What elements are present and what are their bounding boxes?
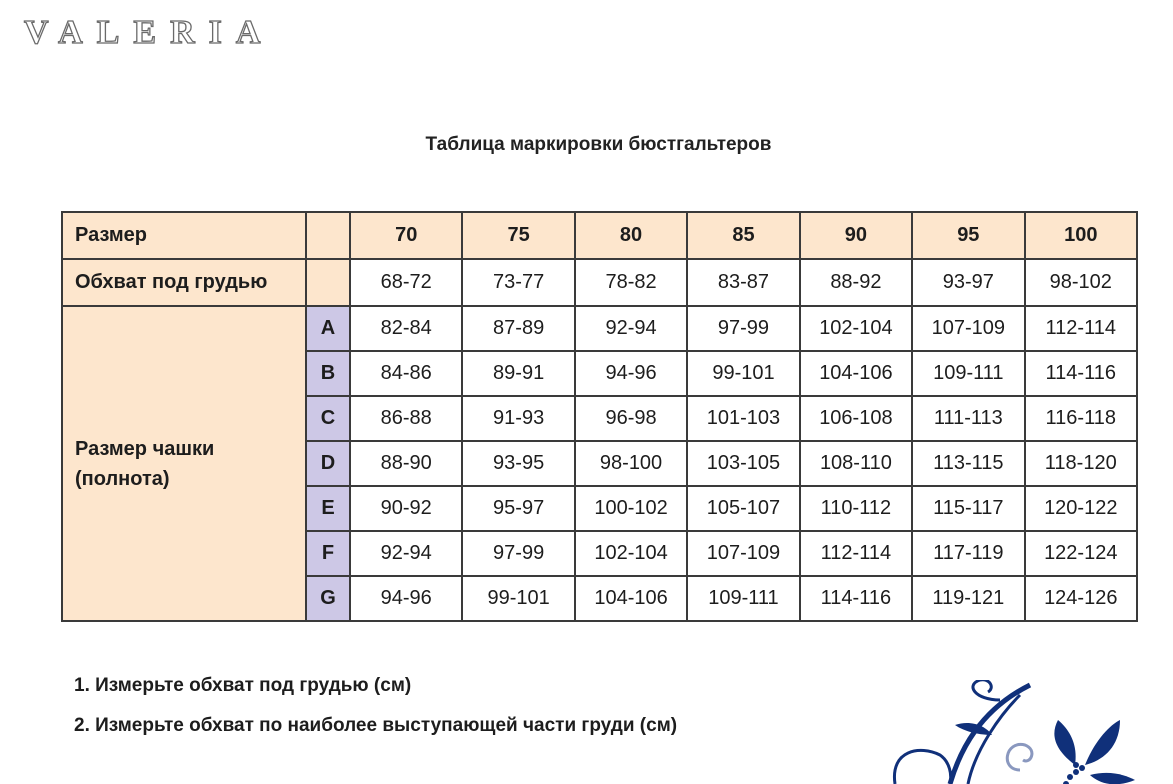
bust-range-cell: 119-121 <box>911 575 1026 622</box>
underbust-cell: 73-77 <box>461 258 576 307</box>
bust-range-cell: 101-103 <box>686 395 801 442</box>
bust-range-cell: 89-91 <box>461 350 576 397</box>
page-title: Таблица маркировки бюстгальтеров <box>425 134 772 155</box>
bust-range-cell: 124-126 <box>1023 575 1139 622</box>
bust-range-cell: 110-112 <box>798 485 914 532</box>
cup-size-label: Размер чашки (полнота) <box>61 305 307 622</box>
bust-range-cell: 99-101 <box>686 350 801 397</box>
bust-range-cell: 87-89 <box>461 305 576 352</box>
bust-range-cell: 104-106 <box>573 575 689 622</box>
cup-letter: C <box>305 395 351 442</box>
underbust-cell: 93-97 <box>911 258 1026 307</box>
step-2: 2. Измерьте обхват по наиболее выступающ… <box>74 715 678 736</box>
size-header: 85 <box>686 211 801 260</box>
bust-range-cell: 117-119 <box>911 530 1026 577</box>
floral-ornament-icon <box>893 680 1135 784</box>
underbust-cell: 88-92 <box>798 258 914 307</box>
table-row: E 90-92 95-97 100-102 105-107 110-112 115-117 1… <box>62 485 1139 532</box>
bust-range-cell: 111-113 <box>911 395 1026 442</box>
bust-range-cell: 116-118 <box>1023 395 1139 442</box>
bust-range-cell: 93-95 <box>461 440 576 487</box>
bust-range-cell: 95-97 <box>461 485 576 532</box>
cup-letter: F <box>305 530 351 577</box>
bust-range-cell: 107-109 <box>911 305 1026 352</box>
bust-range-cell: 109-111 <box>911 350 1026 397</box>
bust-range-cell: 82-84 <box>348 305 464 352</box>
size-header: 75 <box>461 211 576 260</box>
bust-range-cell: 115-117 <box>911 485 1026 532</box>
cup-letter: B <box>305 350 351 397</box>
size-table: Размер 70 75 80 85 90 95 100 Обхват под грудью 68… <box>61 211 1139 622</box>
bust-range-cell: 96-98 <box>573 395 689 442</box>
bust-range-cell: 120-122 <box>1023 485 1139 532</box>
bust-range-cell: 103-105 <box>686 440 801 487</box>
cup-letter: E <box>305 485 351 532</box>
underbust-label: Обхват под грудью <box>61 258 307 307</box>
bust-range-cell: 112-114 <box>798 530 914 577</box>
bust-range-cell: 94-96 <box>348 575 464 622</box>
bust-range-cell: 112-114 <box>1023 305 1139 352</box>
bust-range-cell: 98-100 <box>573 440 689 487</box>
bust-range-cell: 113-115 <box>911 440 1026 487</box>
underbust-cell: 98-102 <box>1023 258 1139 307</box>
bust-range-cell: 88-90 <box>348 440 464 487</box>
bust-range-cell: 92-94 <box>348 530 464 577</box>
size-header: 95 <box>911 211 1026 260</box>
instructions: 1. Измерьте обхват под грудью (см) 2. Из… <box>74 666 677 746</box>
bust-range-cell: 108-110 <box>798 440 914 487</box>
underbust-row: Обхват под грудью 68-72 73-77 78-82 83-87 88-… <box>61 258 1139 307</box>
bust-range-cell: 99-101 <box>461 575 576 622</box>
bust-range-cell: 114-116 <box>1023 350 1139 397</box>
table-row: Размер чашки (полнота) A 82-84 87-89 92-94 97… <box>61 305 1139 622</box>
bust-range-cell: 102-104 <box>573 530 689 577</box>
size-label: Размер <box>61 211 307 260</box>
table-row: F 92-94 97-99 102-104 107-109 112-114 117-119 1… <box>62 530 1139 577</box>
table-row: G 94-96 99-101 104-106 109-111 114-116 119-121… <box>62 575 1139 622</box>
bust-range-cell: 109-111 <box>686 575 801 622</box>
bust-range-cell: 107-109 <box>686 530 801 577</box>
step-1: 1. Измерьте обхват под грудью (см) <box>74 675 412 696</box>
empty-cell <box>305 258 351 307</box>
bust-range-cell: 86-88 <box>348 395 464 442</box>
cup-letter: A <box>305 305 351 352</box>
size-header: 90 <box>798 211 914 260</box>
underbust-cell: 68-72 <box>348 258 464 307</box>
header-row: Размер 70 75 80 85 90 95 100 <box>61 211 1139 260</box>
bust-range-cell: 97-99 <box>686 305 801 352</box>
bust-range-cell: 84-86 <box>348 350 464 397</box>
table-row: C 86-88 91-93 96-98 101-103 106-108 111-113 116… <box>62 395 1139 442</box>
table-row: D 88-90 93-95 98-100 103-105 108-110 113-115 11… <box>62 440 1139 487</box>
cup-letter: D <box>305 440 351 487</box>
underbust-cell: 78-82 <box>573 258 689 307</box>
bust-range-cell: 100-102 <box>573 485 689 532</box>
bust-range-cell: 105-107 <box>686 485 801 532</box>
table-row: B 84-86 89-91 94-96 99-101 104-106 109-111 114-… <box>62 350 1139 397</box>
size-header: 80 <box>573 211 689 260</box>
bust-range-cell: 122-124 <box>1023 530 1139 577</box>
bust-range-cell: 106-108 <box>798 395 914 442</box>
bust-range-cell: 92-94 <box>573 305 689 352</box>
brand-logo: VALERIA <box>23 13 275 51</box>
underbust-cell: 83-87 <box>686 258 801 307</box>
bust-range-cell: 102-104 <box>798 305 914 352</box>
bust-range-cell: 114-116 <box>798 575 914 622</box>
bust-range-cell: 104-106 <box>798 350 914 397</box>
size-header: 70 <box>348 211 464 260</box>
bust-range-cell: 90-92 <box>348 485 464 532</box>
size-header: 100 <box>1023 211 1139 260</box>
bust-range-cell: 94-96 <box>573 350 689 397</box>
cup-letter: G <box>305 575 351 622</box>
bust-range-cell: 91-93 <box>461 395 576 442</box>
empty-cell <box>305 211 351 260</box>
bust-range-cell: 118-120 <box>1023 440 1139 487</box>
bust-range-cell: 97-99 <box>461 530 576 577</box>
